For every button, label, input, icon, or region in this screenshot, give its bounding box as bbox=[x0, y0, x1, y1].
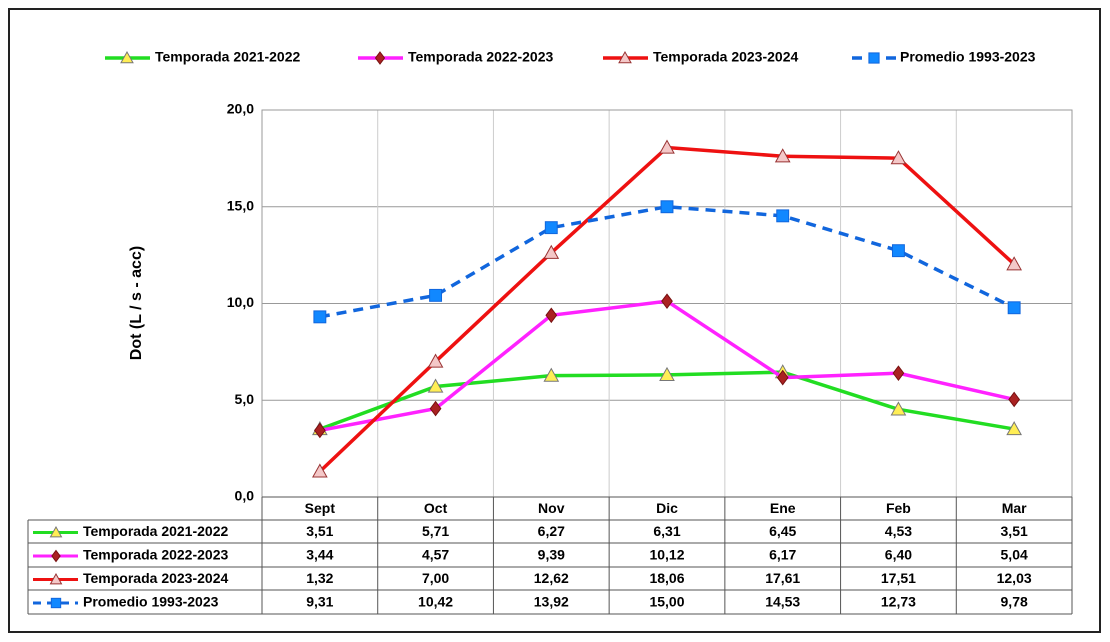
y-tick-label: 5,0 bbox=[235, 391, 255, 407]
y-axis-title: Dot (L / s - acc) bbox=[128, 246, 145, 360]
table-cell: 5,71 bbox=[422, 523, 449, 539]
table-cell: 5,04 bbox=[1001, 547, 1028, 563]
table-cell: 3,44 bbox=[306, 547, 333, 563]
table-row-label: Temporada 2021-2022 bbox=[83, 523, 228, 539]
marker bbox=[313, 422, 326, 439]
marker bbox=[661, 293, 673, 310]
marker bbox=[868, 52, 880, 64]
table-cell: 6,27 bbox=[538, 523, 565, 539]
table-cell: 10,12 bbox=[649, 547, 684, 563]
table-cell: 4,53 bbox=[885, 523, 912, 539]
marker bbox=[891, 244, 905, 258]
table-cell: 17,61 bbox=[765, 570, 800, 586]
y-tick-label: 10,0 bbox=[227, 294, 254, 310]
marker bbox=[49, 572, 63, 585]
marker bbox=[50, 597, 62, 609]
marker bbox=[776, 209, 790, 223]
y-tick-label: 0,0 bbox=[235, 488, 255, 504]
x-tick-label: Sept bbox=[305, 500, 336, 516]
table-cell: 4,57 bbox=[422, 547, 449, 563]
table-cell: 10,42 bbox=[418, 594, 453, 610]
table-row-label: Temporada 2022-2023 bbox=[83, 547, 228, 563]
chart-frame bbox=[8, 8, 1101, 633]
table-cell: 1,32 bbox=[306, 570, 333, 586]
table-cell: 6,40 bbox=[885, 547, 912, 563]
marker bbox=[429, 288, 443, 302]
marker bbox=[1007, 301, 1021, 315]
x-tick-label: Feb bbox=[886, 500, 911, 516]
legend-label: Promedio 1993-2023 bbox=[900, 49, 1036, 65]
table-cell: 12,73 bbox=[881, 594, 916, 610]
table-cell: 3,51 bbox=[306, 523, 333, 539]
table-cell: 6,45 bbox=[769, 523, 796, 539]
table-cell: 12,03 bbox=[997, 570, 1032, 586]
table-row-label: Promedio 1993-2023 bbox=[83, 594, 219, 610]
marker bbox=[429, 400, 442, 417]
table-cell: 12,62 bbox=[534, 570, 569, 586]
y-tick-label: 20,0 bbox=[227, 101, 254, 117]
marker bbox=[120, 50, 134, 64]
table-cell: 9,39 bbox=[538, 547, 565, 563]
marker bbox=[659, 139, 675, 154]
x-tick-label: Nov bbox=[538, 500, 565, 516]
table-cell: 9,31 bbox=[306, 594, 333, 610]
table-cell: 14,53 bbox=[765, 594, 800, 610]
marker bbox=[545, 307, 558, 324]
marker bbox=[544, 221, 558, 235]
marker bbox=[890, 401, 907, 416]
marker bbox=[1006, 256, 1022, 271]
marker bbox=[543, 244, 560, 259]
marker bbox=[892, 365, 905, 381]
marker bbox=[51, 549, 61, 563]
marker bbox=[313, 310, 327, 324]
marker bbox=[618, 50, 632, 64]
marker bbox=[427, 378, 444, 393]
marker bbox=[890, 150, 907, 165]
x-tick-label: Dic bbox=[656, 500, 678, 516]
marker bbox=[1006, 421, 1022, 436]
marker bbox=[776, 369, 789, 386]
table-cell: 17,51 bbox=[881, 570, 916, 586]
table-cell: 7,00 bbox=[422, 570, 449, 586]
marker bbox=[49, 525, 63, 538]
table-cell: 13,92 bbox=[534, 594, 569, 610]
legend-label: Temporada 2023-2024 bbox=[653, 49, 798, 65]
table-cell: 18,06 bbox=[649, 570, 684, 586]
marker bbox=[427, 353, 444, 368]
marker bbox=[1008, 391, 1021, 408]
table-cell: 6,17 bbox=[769, 547, 796, 563]
legend-label: Temporada 2021-2022 bbox=[155, 49, 300, 65]
marker bbox=[660, 200, 674, 214]
marker bbox=[659, 366, 675, 382]
marker bbox=[543, 367, 560, 382]
marker bbox=[774, 148, 791, 163]
x-tick-label: Ene bbox=[770, 500, 796, 516]
x-tick-label: Mar bbox=[1002, 500, 1027, 516]
table-cell: 15,00 bbox=[649, 594, 684, 610]
table-cell: 6,31 bbox=[653, 523, 680, 539]
marker bbox=[312, 463, 328, 478]
marker bbox=[374, 51, 386, 65]
y-tick-label: 15,0 bbox=[227, 197, 254, 213]
table-cell: 3,51 bbox=[1001, 523, 1028, 539]
x-tick-label: Oct bbox=[424, 500, 448, 516]
legend-label: Temporada 2022-2023 bbox=[408, 49, 553, 65]
table-row-label: Temporada 2023-2024 bbox=[83, 570, 228, 586]
table-cell: 9,78 bbox=[1001, 594, 1028, 610]
